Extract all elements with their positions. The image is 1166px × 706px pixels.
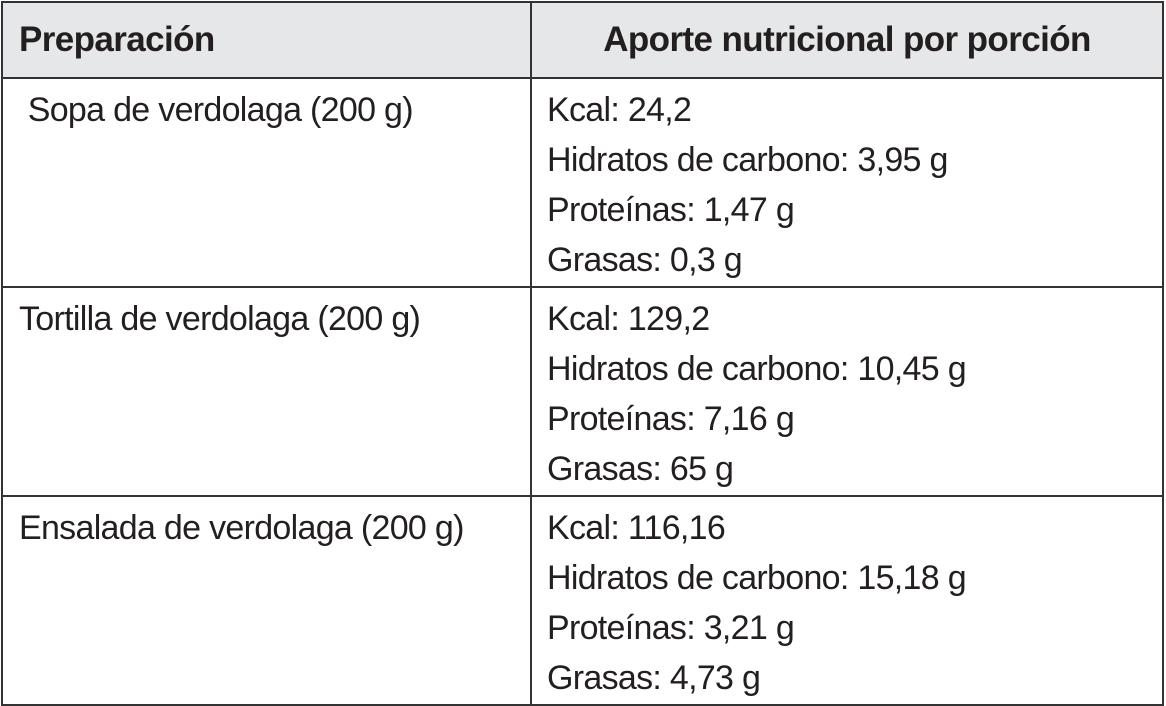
fats: Grasas: 4,73 g: [547, 659, 761, 697]
preparation-cell: Sopa de verdolaga (200 g): [1, 77, 532, 288]
nutrition-cell: Kcal: 24,2 Hidratos de carbono: 3,95 g P…: [530, 77, 1164, 288]
table-row: Ensalada de verdolaga (200 g) Kcal: 116,…: [1, 495, 1164, 706]
carbohydrates: Hidratos de carbono: 10,45 g: [547, 350, 967, 388]
proteins: Proteínas: 1,47 g: [547, 191, 795, 229]
header-nutrition: Aporte nutricional por porción: [530, 1, 1164, 79]
carbohydrates: Hidratos de carbono: 15,18 g: [547, 559, 967, 597]
fats: Grasas: 65 g: [547, 450, 734, 488]
kcal: Kcal: 129,2: [547, 300, 710, 338]
table-row: Sopa de verdolaga (200 g) Kcal: 24,2 Hid…: [1, 77, 1164, 288]
preparation-cell: Ensalada de verdolaga (200 g): [1, 495, 532, 706]
preparation-cell: Tortilla de verdolaga (200 g): [1, 286, 532, 497]
kcal: Kcal: 24,2: [547, 91, 692, 129]
header-preparation: Preparación: [1, 1, 532, 79]
proteins: Proteínas: 7,16 g: [547, 400, 795, 438]
nutrition-cell: Kcal: 129,2 Hidratos de carbono: 10,45 g…: [530, 286, 1164, 497]
preparation-name: Tortilla de verdolaga (200 g): [19, 300, 421, 338]
header-row: Preparación Aporte nutricional por porci…: [1, 1, 1164, 79]
nutrition-cell: Kcal: 116,16 Hidratos de carbono: 15,18 …: [530, 495, 1164, 706]
preparation-name: Ensalada de verdolaga (200 g): [19, 509, 464, 547]
table-row: Tortilla de verdolaga (200 g) Kcal: 129,…: [1, 286, 1164, 497]
preparation-name: Sopa de verdolaga (200 g): [19, 91, 414, 129]
carbohydrates: Hidratos de carbono: 3,95 g: [547, 141, 948, 179]
kcal: Kcal: 116,16: [547, 509, 726, 547]
proteins: Proteínas: 3,21 g: [547, 609, 795, 647]
fats: Grasas: 0,3 g: [547, 241, 743, 279]
